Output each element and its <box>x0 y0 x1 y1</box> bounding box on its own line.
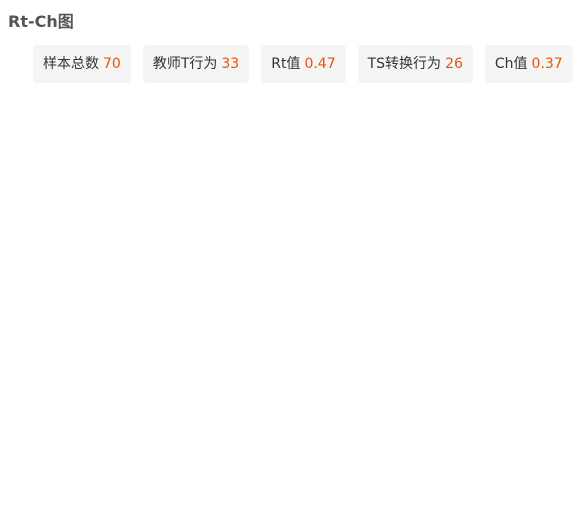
stat-label: 样本总数 <box>43 56 99 72</box>
stat-label: Ch值 <box>494 56 528 72</box>
stat-value: 0.47 <box>304 56 336 72</box>
stat-value: 26 <box>445 56 463 72</box>
stats-bar: 样本总数 70 教师T行为 33 Rt值 0.47 TS转换行为 26 Ch值 0.37 <box>33 45 573 83</box>
stat-value: 70 <box>103 56 121 72</box>
chart-title: Rt-Ch图 <box>8 12 74 31</box>
stat-value: 33 <box>221 56 240 72</box>
stat-ts-transition: TS转换行为 26 <box>357 45 473 83</box>
stat-teacher-t: 教师T行为 33 <box>142 45 250 83</box>
stat-ch: Ch值 0.37 <box>484 45 573 83</box>
stat-rt: Rt值 0.47 <box>261 45 346 83</box>
stat-value: 0.37 <box>531 56 563 72</box>
stat-label: Rt值 <box>271 56 301 72</box>
stat-sample-total: 样本总数 70 <box>33 45 131 83</box>
stat-label: TS转换行为 <box>367 56 442 72</box>
stat-label: 教师T行为 <box>152 56 218 72</box>
